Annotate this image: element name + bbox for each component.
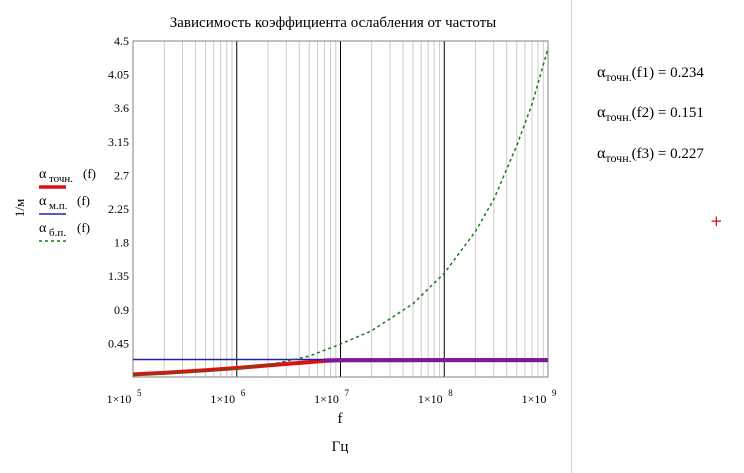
legend-symbol: α	[39, 167, 47, 182]
y-tick-label: 3.15	[108, 135, 129, 149]
result-equals: =	[657, 146, 667, 162]
result-line-f2[interactable]: αточн.(f2) = 0.151	[597, 104, 704, 125]
x-tick-exponent: 7	[345, 388, 350, 398]
y-tick-label: 2.7	[114, 168, 129, 182]
legend: α точн. (f)α м.п. (f)α б.п. (f)	[39, 166, 96, 242]
y-tick-label: 4.5	[114, 34, 129, 48]
y-tick-labels: 0.45 0.9 1.35 1.8 2.25 2.7 3.15 3.6 4.05 4.5	[108, 34, 129, 350]
series-layer	[132, 48, 549, 377]
y-tick-label: 0.45	[108, 336, 129, 350]
x-tick-label: 1×10	[210, 392, 235, 406]
result-equals: =	[657, 65, 667, 81]
result-value: 0.234	[670, 65, 704, 81]
result-argument: (f3)	[631, 146, 655, 162]
legend-argument: (f)	[77, 220, 90, 235]
y-tick-label: 1.35	[108, 269, 129, 283]
x-tick-exponent: 8	[448, 388, 453, 398]
x-tick-labels: 1×10 5 1×10 6 1×10 7 1×10 8 1×10 9	[107, 388, 557, 406]
result-symbol: α	[597, 64, 606, 81]
x-axis-unit: Гц	[332, 439, 349, 455]
y-tick-label: 3.6	[114, 101, 129, 115]
y-tick-label: 1.8	[114, 236, 129, 250]
legend-subscript: б.п.	[49, 227, 66, 239]
x-axis-label: f	[338, 411, 343, 427]
attenuation-chart[interactable]: Зависимость коэффициента ослабления от ч…	[0, 0, 570, 473]
result-subscript: точн.	[605, 70, 632, 84]
result-value: 0.227	[670, 146, 704, 162]
legend-subscript: точн.	[49, 173, 73, 185]
x-tick-exponent: 5	[137, 388, 142, 398]
y-tick-label: 4.05	[108, 68, 129, 82]
result-symbol: α	[597, 145, 606, 162]
x-tick-label: 1×10	[522, 392, 547, 406]
insertion-cursor-crosshair: +	[710, 212, 723, 230]
chart-title: Зависимость коэффициента ослабления от ч…	[170, 15, 497, 31]
y-tick-label: 0.9	[114, 303, 129, 317]
legend-symbol: α	[39, 194, 47, 209]
x-tick-exponent: 6	[241, 388, 246, 398]
x-tick-label: 1×10	[107, 392, 132, 406]
result-subscript: точн.	[605, 151, 632, 165]
legend-symbol: α	[39, 221, 47, 236]
result-line-f3[interactable]: αточн.(f3) = 0.227	[597, 145, 704, 166]
result-line-f1[interactable]: αточн.(f1) = 0.234	[597, 64, 704, 85]
result-symbol: α	[597, 104, 606, 121]
result-value: 0.151	[670, 105, 704, 121]
result-argument: (f2)	[631, 105, 655, 121]
legend-subscript: м.п.	[49, 200, 68, 212]
grid	[163, 41, 544, 377]
page-boundary-line	[571, 0, 572, 473]
legend-argument: (f)	[83, 166, 96, 181]
result-argument: (f1)	[631, 65, 655, 81]
legend-argument: (f)	[77, 193, 90, 208]
y-tick-label: 2.25	[108, 202, 129, 216]
result-subscript: точн.	[605, 110, 632, 124]
x-tick-label: 1×10	[314, 392, 339, 406]
plot-frame	[132, 40, 549, 378]
x-tick-exponent: 9	[552, 388, 557, 398]
result-equals: =	[657, 105, 667, 121]
x-tick-label: 1×10	[418, 392, 443, 406]
y-axis-label: 1/м	[12, 199, 27, 217]
